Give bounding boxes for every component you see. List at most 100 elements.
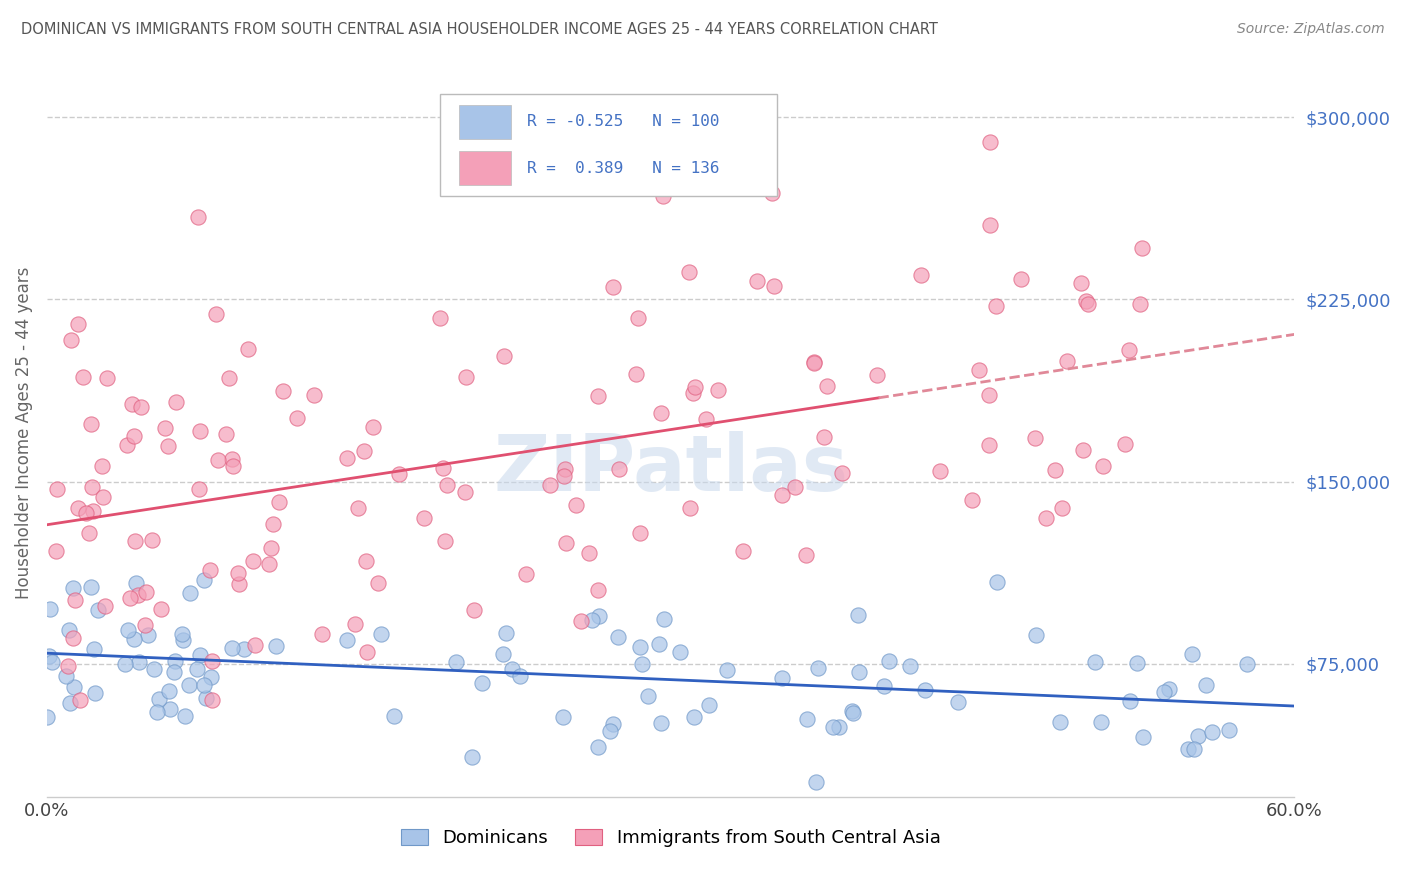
Point <box>828 720 851 734</box>
Point <box>222 459 245 474</box>
Point <box>232 642 254 657</box>
Point <box>898 658 921 673</box>
Point <box>66 500 89 515</box>
Point <box>454 485 477 500</box>
Point <box>195 691 218 706</box>
Text: R =  0.389   N = 136: R = 0.389 N = 136 <box>527 161 720 176</box>
Point <box>1025 628 1047 642</box>
Point <box>733 544 755 558</box>
Point <box>578 546 600 560</box>
Point <box>678 501 700 516</box>
Point <box>228 576 250 591</box>
Point <box>69 693 91 707</box>
Point <box>93 490 115 504</box>
Point <box>706 384 728 398</box>
Point <box>588 583 610 598</box>
Point <box>683 380 706 394</box>
Point <box>302 387 325 401</box>
Point <box>172 632 194 647</box>
Point <box>127 588 149 602</box>
Point <box>1195 678 1218 692</box>
Point <box>94 599 117 614</box>
Point <box>1056 354 1078 368</box>
Point <box>697 698 720 713</box>
Point <box>335 632 357 647</box>
Point <box>846 607 869 622</box>
Point <box>494 349 516 363</box>
Point <box>509 669 531 683</box>
FancyBboxPatch shape <box>458 151 510 186</box>
Point <box>1010 271 1032 285</box>
Point <box>637 690 659 704</box>
Point <box>1129 296 1152 310</box>
Text: ZIPatlas: ZIPatlas <box>494 432 848 508</box>
Point <box>285 411 308 425</box>
Point <box>346 501 368 516</box>
Point <box>1181 648 1204 662</box>
Point <box>215 426 238 441</box>
Point <box>631 657 654 671</box>
Point <box>311 627 333 641</box>
Point <box>1177 741 1199 756</box>
Point <box>678 265 700 279</box>
Point <box>59 696 82 710</box>
Point <box>627 310 650 325</box>
Point <box>382 709 405 723</box>
Point <box>361 419 384 434</box>
Point <box>979 135 1001 149</box>
Point <box>1118 343 1140 357</box>
Point <box>652 612 675 626</box>
Point <box>115 438 138 452</box>
Point <box>565 498 588 512</box>
Point <box>770 671 793 685</box>
Point <box>356 645 378 659</box>
Point <box>193 678 215 692</box>
Point <box>187 211 209 225</box>
Point <box>204 307 226 321</box>
Point <box>650 716 672 731</box>
Point <box>626 368 648 382</box>
Point <box>1159 682 1181 697</box>
Point <box>121 397 143 411</box>
Point <box>62 581 84 595</box>
FancyBboxPatch shape <box>440 94 776 196</box>
Point <box>586 740 609 755</box>
Text: Source: ZipAtlas.com: Source: ZipAtlas.com <box>1237 22 1385 37</box>
Point <box>200 670 222 684</box>
Point <box>551 710 574 724</box>
Point <box>356 554 378 568</box>
Point <box>540 478 562 492</box>
Point <box>842 706 865 721</box>
Point <box>588 608 610 623</box>
Point <box>433 533 456 548</box>
Point <box>1236 657 1258 672</box>
Point <box>84 685 107 699</box>
Point <box>55 669 77 683</box>
Point <box>188 648 211 663</box>
FancyBboxPatch shape <box>458 104 510 139</box>
Point <box>716 663 738 677</box>
Point <box>128 655 150 669</box>
Point <box>1119 694 1142 708</box>
Point <box>60 334 83 348</box>
Point <box>1035 510 1057 524</box>
Point <box>1045 463 1067 477</box>
Point <box>114 657 136 671</box>
Point <box>432 461 454 475</box>
Point <box>1090 715 1112 730</box>
Point <box>41 655 63 669</box>
Point <box>813 430 835 444</box>
Point <box>218 370 240 384</box>
Point <box>1070 277 1092 291</box>
Point <box>124 576 146 591</box>
Point <box>986 574 1008 589</box>
Point <box>243 638 266 652</box>
Point <box>682 385 704 400</box>
Point <box>193 573 215 587</box>
Point <box>682 710 704 724</box>
Point <box>586 389 609 403</box>
Point <box>343 617 366 632</box>
Point <box>1130 241 1153 255</box>
Point <box>257 558 280 572</box>
Point <box>695 412 717 426</box>
